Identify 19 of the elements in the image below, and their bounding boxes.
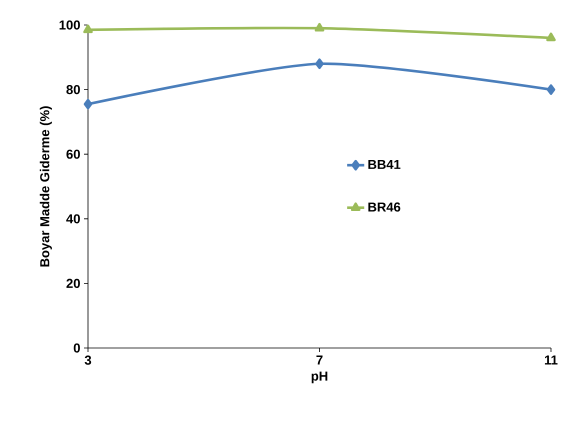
point: [314, 22, 324, 32]
legend-label: BR46: [368, 202, 400, 212]
x-tick-label: 7: [316, 356, 323, 364]
y-tick-label: 20: [66, 278, 80, 288]
y-tick-label: 40: [66, 214, 80, 224]
point: [83, 24, 93, 34]
point: [546, 32, 556, 42]
y-tick-label: 60: [66, 150, 80, 159]
x-tick-label: 3: [84, 356, 92, 365]
legend-label: BB41: [368, 160, 400, 169]
point: [546, 84, 556, 95]
y-axis-title: Boyar Madde Giderme (%): [40, 106, 52, 267]
point: [84, 98, 92, 110]
y-tick-label: 0: [74, 343, 80, 353]
y-tick-label: 100: [60, 20, 80, 30]
x-tick-label: 11: [544, 356, 558, 364]
x-axis-title: pH: [312, 372, 328, 384]
y-tick-label: 80: [66, 84, 80, 94]
point: [315, 58, 324, 70]
